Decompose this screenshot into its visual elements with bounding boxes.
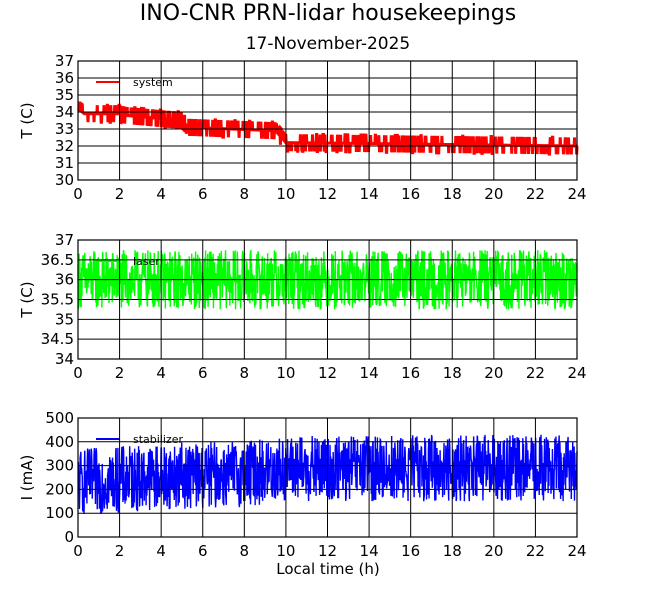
x-tick-label: 18	[443, 542, 462, 560]
x-tick-label: 6	[198, 364, 208, 382]
y-tick-label: 35.5	[41, 291, 74, 309]
x-tick-label: 14	[360, 185, 379, 203]
x-tick-label: 8	[240, 185, 250, 203]
x-tick-label: 16	[401, 364, 420, 382]
y-tick-label: 34.5	[41, 330, 74, 348]
x-tick-label: 12	[318, 542, 337, 560]
y-tick-label: 31	[55, 154, 74, 172]
figure-subtitle: 17-November-2025	[246, 34, 411, 54]
x-tick-label: 4	[156, 364, 166, 382]
x-tick-label: 18	[443, 364, 462, 382]
x-tick-label: 0	[73, 185, 83, 203]
x-tick-label: 6	[198, 542, 208, 560]
x-tick-label: 20	[484, 542, 503, 560]
x-tick-label: 2	[115, 185, 125, 203]
x-tick-label: 2	[115, 364, 125, 382]
plot-frame	[77, 239, 578, 360]
y-tick-label: 0	[64, 528, 74, 546]
y-tick-label: 37	[55, 52, 74, 70]
y-tick-label: 400	[45, 433, 74, 451]
system-legend-label: system	[133, 76, 173, 89]
y-tick-label: 36	[55, 69, 74, 87]
x-tick-label: 8	[240, 542, 250, 560]
y-tick-label: 100	[45, 504, 74, 522]
stabilizer-legend-label: stabilizer	[133, 433, 183, 446]
x-tick-label: 10	[276, 185, 295, 203]
y-tick-label: 30	[55, 171, 74, 189]
x-tick-label: 10	[276, 542, 295, 560]
x-tick-label: 16	[401, 542, 420, 560]
x-tick-label: 20	[484, 364, 503, 382]
y-tick-label: 36.5	[41, 251, 74, 269]
y-tick-label: 32	[55, 137, 74, 155]
x-tick-label: 4	[156, 542, 166, 560]
figure-title: INO-CNR PRN-lidar housekeepings	[140, 1, 516, 26]
y-tick-label: 36	[55, 271, 74, 289]
y-tick-label: 35	[55, 86, 74, 104]
x-tick-label: 16	[401, 185, 420, 203]
plot-frame	[77, 60, 578, 181]
x-axis-label: Local time (h)	[276, 560, 380, 578]
laser-legend-label: laser	[133, 255, 160, 268]
y-axis-label: T (C)	[18, 102, 36, 139]
x-tick-label: 12	[318, 364, 337, 382]
x-tick-label: 4	[156, 185, 166, 203]
x-tick-label: 24	[567, 185, 586, 203]
y-tick-label: 500	[45, 409, 74, 427]
x-tick-label: 18	[443, 185, 462, 203]
y-axis-label: I (mA)	[18, 455, 36, 501]
y-tick-label: 300	[45, 457, 74, 475]
x-tick-label: 6	[198, 185, 208, 203]
y-tick-label: 34	[55, 103, 74, 121]
y-tick-label: 200	[45, 480, 74, 498]
x-tick-label: 22	[526, 542, 545, 560]
y-tick-label: 35	[55, 310, 74, 328]
x-tick-label: 10	[276, 364, 295, 382]
plot-frame	[77, 417, 578, 538]
x-tick-label: 2	[115, 542, 125, 560]
x-tick-label: 22	[526, 364, 545, 382]
x-tick-label: 14	[360, 542, 379, 560]
x-tick-label: 0	[73, 542, 83, 560]
x-tick-label: 24	[567, 542, 586, 560]
y-tick-label: 33	[55, 120, 74, 138]
x-tick-label: 8	[240, 364, 250, 382]
y-tick-label: 34	[55, 350, 74, 368]
y-tick-label: 37	[55, 231, 74, 249]
x-tick-label: 14	[360, 364, 379, 382]
x-tick-label: 12	[318, 185, 337, 203]
x-tick-label: 0	[73, 364, 83, 382]
x-tick-label: 22	[526, 185, 545, 203]
x-tick-label: 24	[567, 364, 586, 382]
x-tick-label: 20	[484, 185, 503, 203]
y-axis-label: T (C)	[18, 281, 36, 318]
